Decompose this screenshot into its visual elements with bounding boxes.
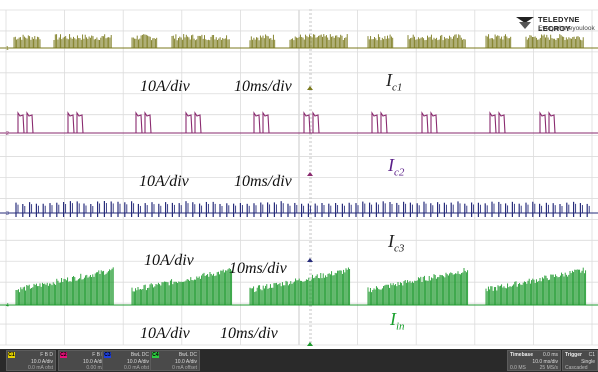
channel-1-label: Ic1 [386, 70, 403, 94]
channel-1-time-note: 10ms/div [234, 78, 292, 95]
channel-2-scale-note: 10A/div [139, 173, 189, 190]
timebase-descriptor[interactable]: Timebase 0.0 ms 10.0 ms/div 0.0 MS 25 MS… [507, 350, 561, 371]
oscilloscope-status-bar: C1 F B D 10.0 A/div 0.0 mA ofst C2 F B D… [0, 349, 598, 372]
channel-1-descriptor[interactable]: C1 F B D 10.0 A/div 0.0 mA ofst [6, 350, 56, 371]
channel-2-time-note: 10ms/div [234, 173, 292, 190]
logo-brand: TELEDYNE LECROY [538, 15, 580, 33]
teledyne-logo-icon [516, 17, 534, 29]
svg-text:3: 3 [6, 211, 9, 217]
channel-markers: 1 2 3 4 [6, 46, 313, 346]
logo-tagline: Everywhereyoulook [538, 25, 595, 32]
trigger-descriptor[interactable]: Trigger C1 Single Cascaded [562, 350, 598, 371]
teledyne-lecroy-logo: TELEDYNE LECROY Everywhereyoulook [516, 15, 598, 37]
channel-3-label: Ic3 [388, 231, 405, 255]
svg-text:4: 4 [6, 303, 9, 309]
svg-text:1: 1 [6, 46, 9, 52]
svg-text:2: 2 [6, 131, 9, 137]
oscilloscope-display: 1 2 3 4 [0, 9, 598, 346]
channel-4-descriptor[interactable]: C4 BwL DC 10.0 A/div 0 mA offset [150, 350, 200, 371]
channel-4-time-note: 10ms/div [220, 325, 278, 342]
channel-3-time-note: 10ms/div [229, 260, 287, 277]
channel-2-label: Ic2 [388, 155, 405, 179]
channel-2-descriptor[interactable]: C2 F B D 10.0 A/div 0.00 mA [58, 350, 108, 371]
waveform-traces [0, 34, 598, 306]
channel-3-descriptor[interactable]: C3 BwL DC 10.0 A/div 0.0 mA ofst [102, 350, 152, 371]
channel-1-scale-note: 10A/div [140, 78, 190, 95]
channel-4-label: Iin [390, 309, 405, 333]
channel-3-scale-note: 10A/div [144, 252, 194, 269]
channel-4-scale-note: 10A/div [140, 325, 190, 342]
